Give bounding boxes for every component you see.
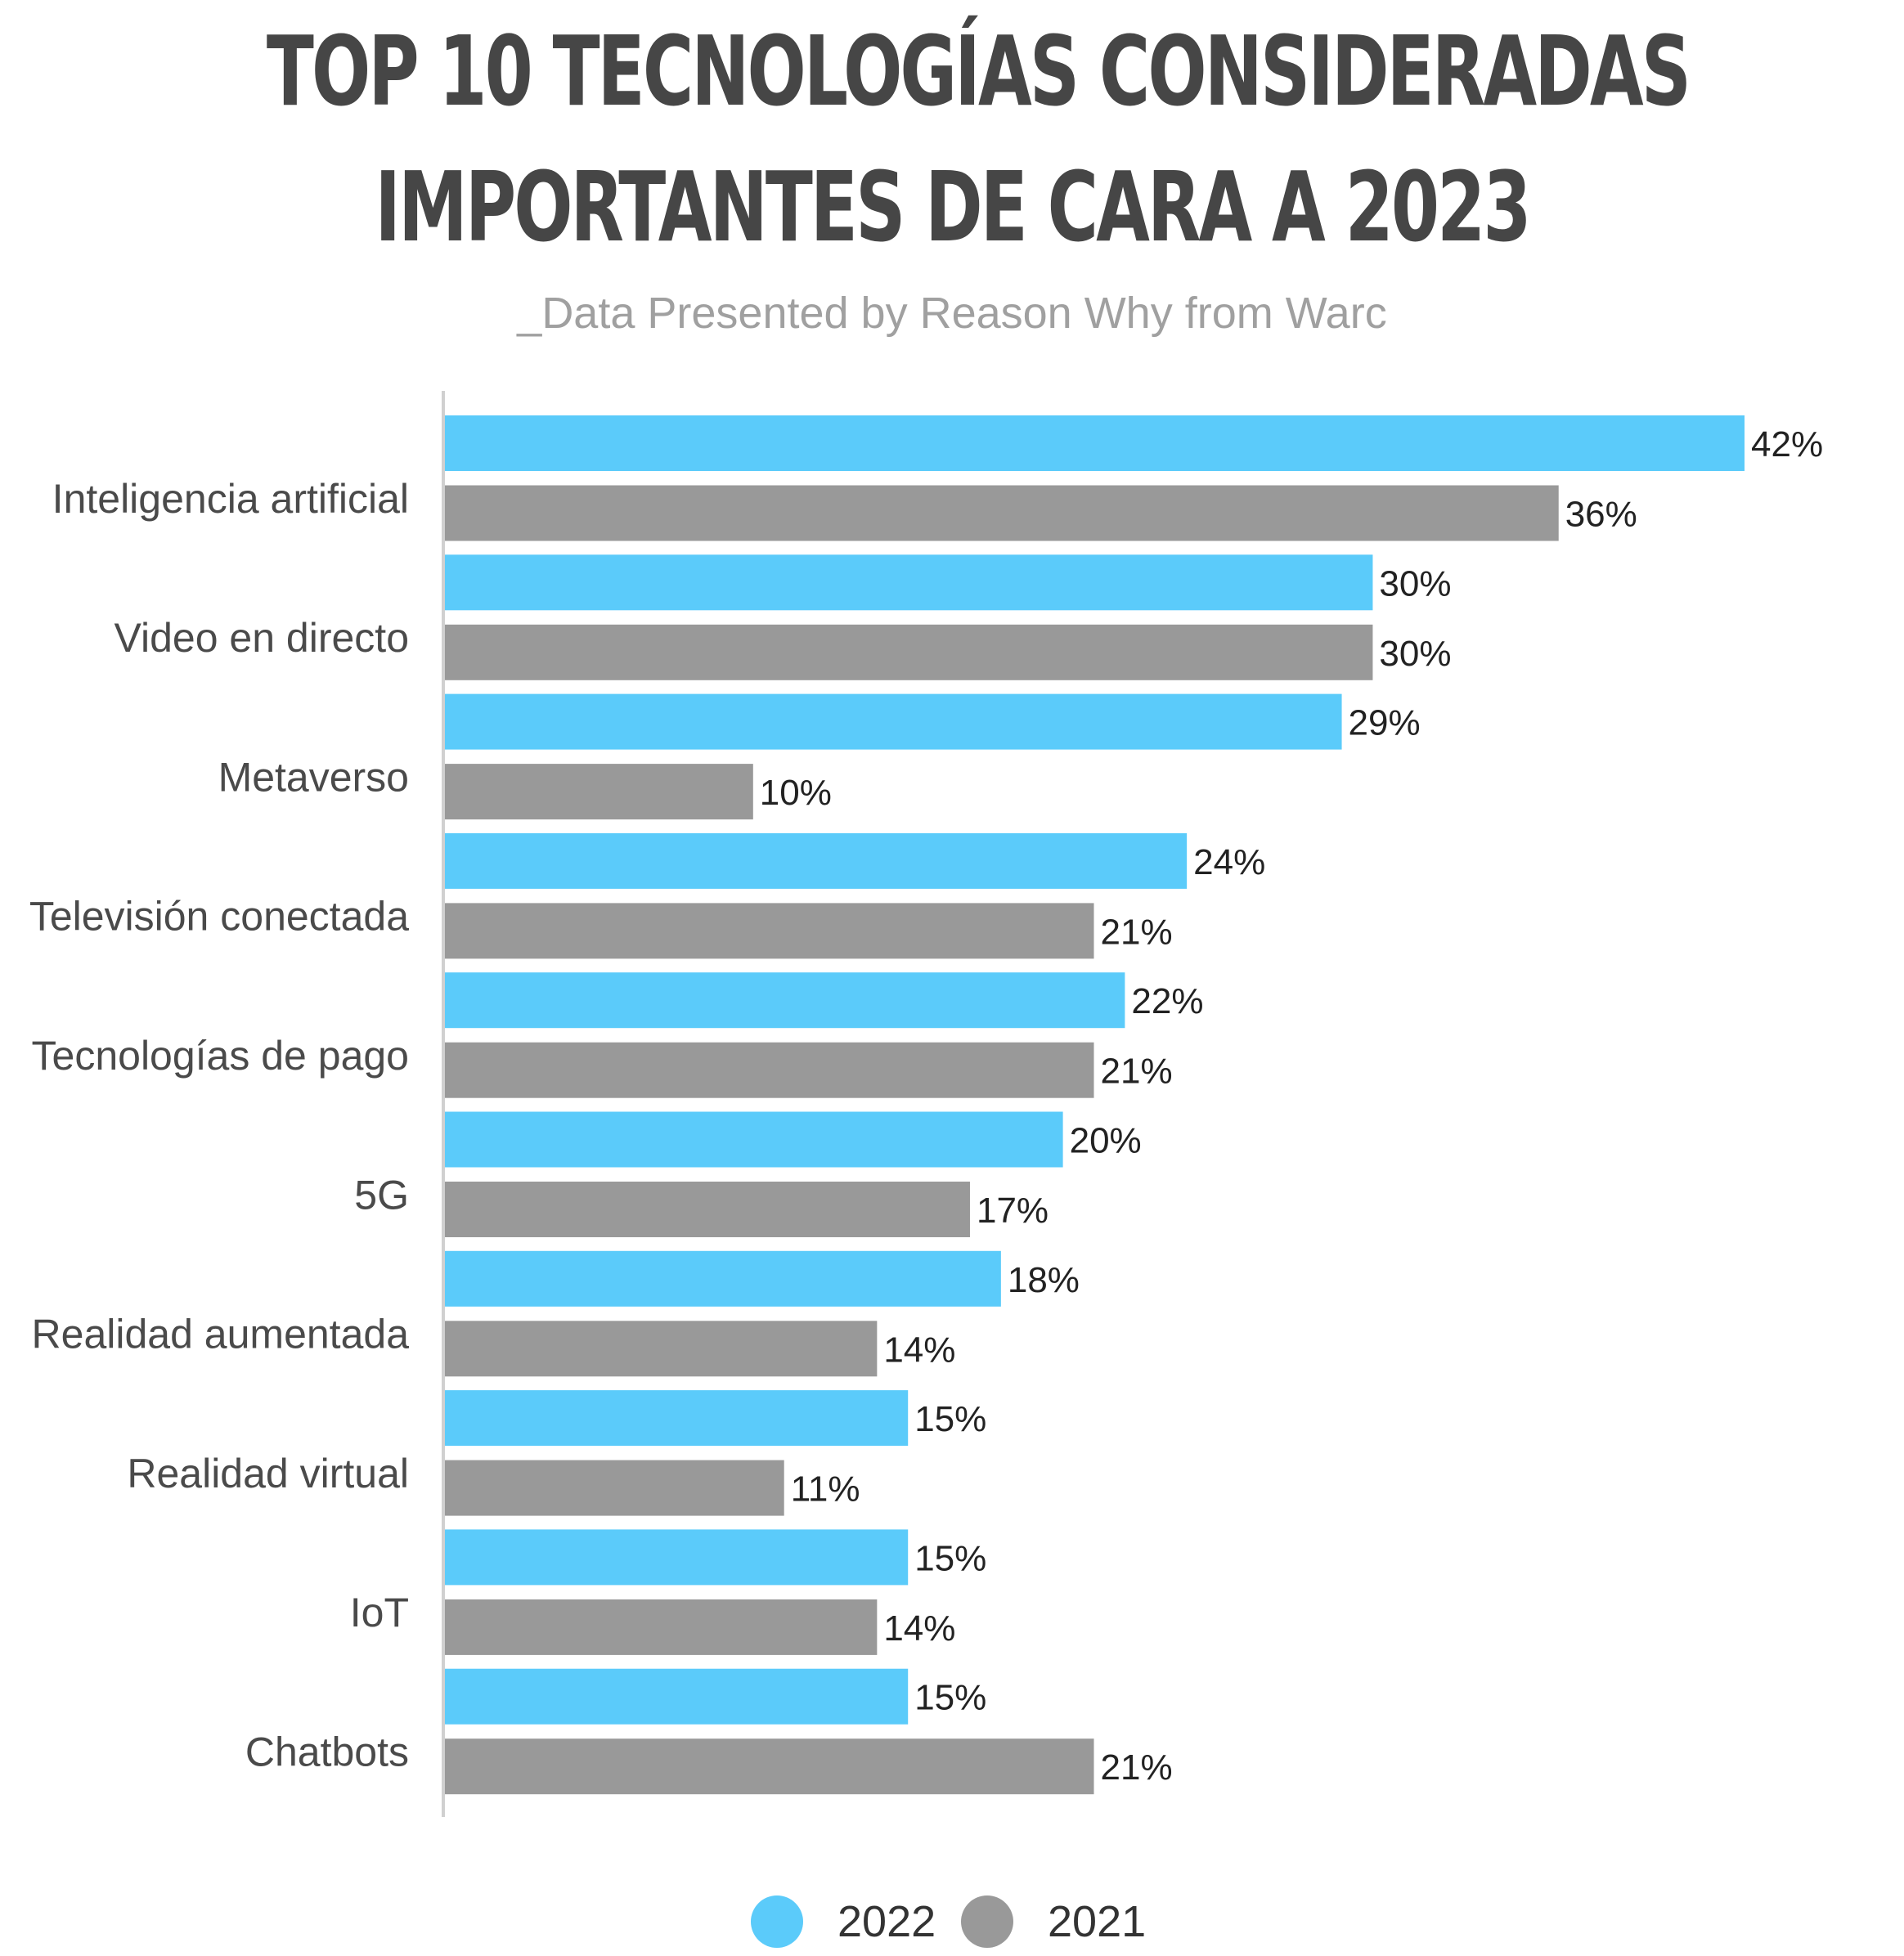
category-label-realidad-virtual: Realidad virtual (127, 1451, 409, 1496)
bar-metaverso-2021 (443, 764, 753, 820)
bar-realidad-virtual-2021 (443, 1460, 784, 1516)
bar-inteligencia-artificial-2022 (443, 415, 1745, 471)
legend-label-2022: 2022 (837, 1897, 936, 1946)
value-label-inteligencia-artificial-2022: 42% (1751, 424, 1823, 464)
legend-swatch-2022 (751, 1895, 803, 1948)
bar-tecnologias-de-pago-2022 (443, 972, 1125, 1029)
category-label-5g: 5G (354, 1172, 409, 1218)
bar-5g-2022 (443, 1111, 1063, 1168)
bar-television-conectada-2022 (443, 832, 1188, 889)
bar-5g-2021 (443, 1182, 970, 1237)
category-label-chatbots: Chatbots (245, 1729, 409, 1774)
value-label-realidad-virtual-2021: 11% (791, 1469, 860, 1510)
value-label-iot-2022: 15% (914, 1538, 986, 1578)
legend-item-2022: 2022 (751, 1895, 936, 1948)
value-label-inteligencia-artificial-2021: 36% (1565, 495, 1637, 535)
bar-realidad-aumentada-2021 (443, 1321, 878, 1377)
category-label-inteligencia-artificial: Inteligencia artificial (52, 476, 409, 522)
chart-subtitle: _Data Presented by Reason Why from Warc (517, 289, 1387, 338)
value-label-chatbots-2021: 21% (1101, 1747, 1173, 1788)
bar-video-en-directo-2021 (443, 624, 1373, 680)
value-label-television-conectada-2022: 24% (1193, 842, 1265, 882)
value-label-iot-2021: 14% (883, 1608, 955, 1649)
legend-item-2021: 2021 (961, 1895, 1146, 1948)
value-label-tecnologias-de-pago-2022: 22% (1131, 981, 1203, 1021)
value-label-5g-2021: 17% (977, 1191, 1049, 1231)
category-label-realidad-aumentada: Realidad aumentada (32, 1312, 410, 1357)
bar-tecnologias-de-pago-2021 (443, 1042, 1094, 1098)
value-label-metaverso-2022: 29% (1349, 703, 1421, 743)
value-label-chatbots-2022: 15% (914, 1678, 986, 1718)
value-label-tecnologias-de-pago-2021: 21% (1101, 1052, 1173, 1092)
value-label-5g-2022: 20% (1070, 1121, 1142, 1161)
bar-television-conectada-2021 (443, 903, 1094, 959)
legend-label-2021: 2021 (1048, 1897, 1147, 1946)
value-label-television-conectada-2021: 21% (1101, 912, 1173, 952)
category-label-television-conectada: Televisión conectada (29, 894, 409, 940)
category-label-metaverso: Metaverso (218, 754, 409, 800)
legend-swatch-2021 (961, 1895, 1013, 1948)
value-label-video-en-directo-2022: 30% (1379, 563, 1451, 603)
bar-iot-2021 (443, 1599, 878, 1655)
bar-realidad-virtual-2022 (443, 1390, 909, 1447)
chart-legend: 2022 2021 (0, 1895, 1904, 1956)
value-label-video-en-directo-2021: 30% (1379, 634, 1451, 674)
bar-realidad-aumentada-2022 (443, 1250, 1001, 1307)
category-label-iot: IoT (350, 1590, 409, 1635)
bar-chart: Inteligencia artificial 42% 36% Video en di… (29, 391, 1823, 1817)
chart-title-line-2: IMPORTANTES DE CARA A 2023 (375, 150, 1531, 263)
category-label-video-en-directo: Video en directo (115, 615, 409, 661)
bar-inteligencia-artificial-2021 (443, 485, 1559, 541)
value-label-realidad-aumentada-2021: 14% (883, 1330, 955, 1370)
bar-video-en-directo-2022 (443, 554, 1373, 611)
bar-chatbots-2022 (443, 1668, 909, 1725)
bar-iot-2022 (443, 1529, 909, 1586)
value-label-realidad-aumentada-2022: 18% (1008, 1260, 1080, 1300)
value-label-realidad-virtual-2022: 15% (914, 1399, 986, 1439)
bar-chatbots-2021 (443, 1738, 1094, 1795)
chart-title-line-1: TOP 10 TECNOLOGÍAS CONSIDERADAS (266, 15, 1691, 128)
value-label-metaverso-2021: 10% (760, 773, 832, 813)
bar-metaverso-2022 (443, 693, 1342, 750)
category-label-tecnologias-de-pago: Tecnologías de pago (32, 1033, 409, 1079)
